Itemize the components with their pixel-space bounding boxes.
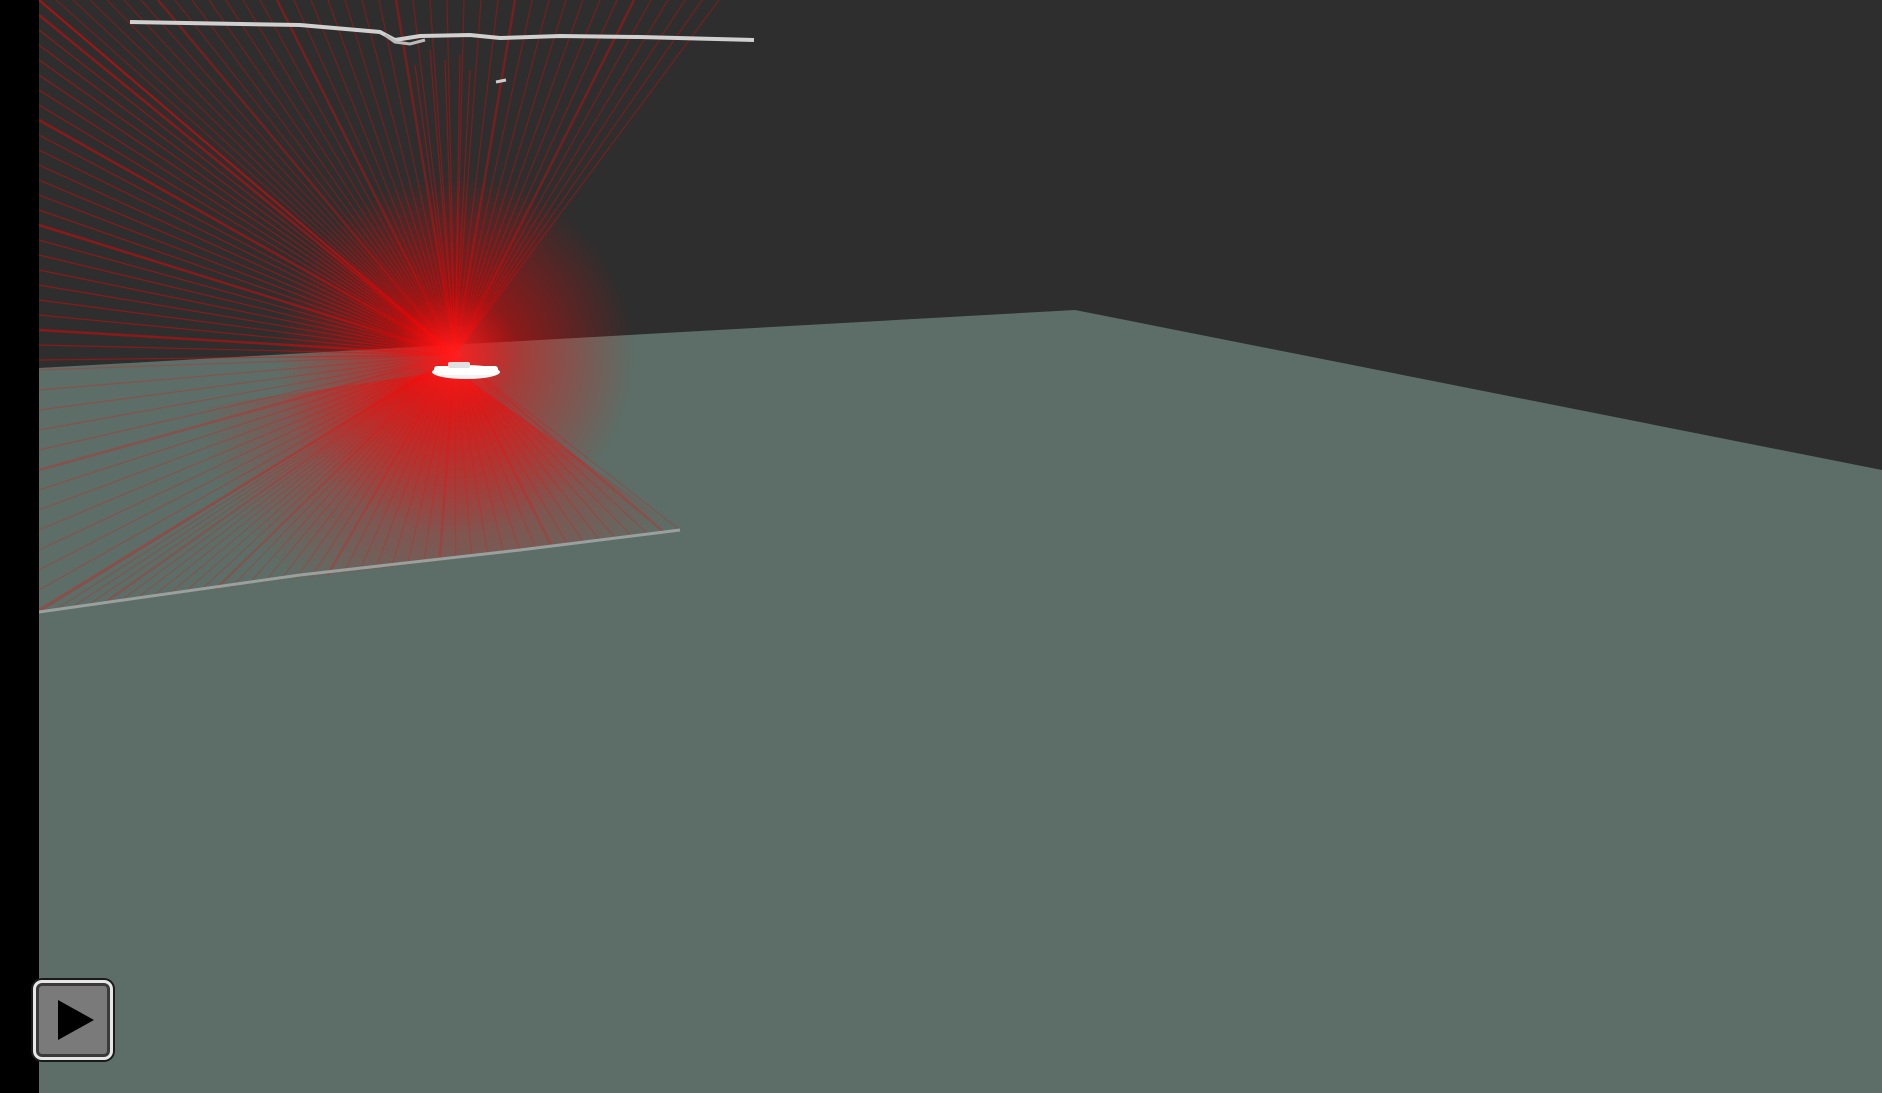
robot-model <box>432 362 500 379</box>
sensor-glow <box>275 175 635 535</box>
point-cloud-floor-edge <box>38 528 681 614</box>
left-frame-border <box>0 0 39 1093</box>
point-cloud-fragment <box>495 78 507 84</box>
point-cloud-ceiling <box>129 20 755 43</box>
point-cloud-ceiling-detail <box>384 33 426 46</box>
play-icon <box>58 1000 94 1040</box>
play-button[interactable] <box>33 980 113 1060</box>
